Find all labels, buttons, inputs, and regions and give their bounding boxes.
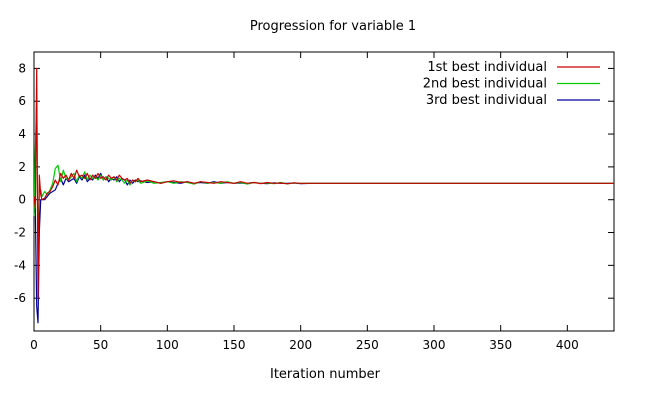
y-tick-label: 6 [18,94,26,108]
legend: 1st best individual 2nd best individual3r… [423,60,600,108]
y-tick-label: -2 [14,226,26,240]
y-tick-label: 2 [18,160,26,174]
legend-label: 1st best individual [427,60,547,75]
x-tick-label: 0 [30,338,38,352]
axes: 0 50 100 150 200 250 300 350 400 -6 -4 -2 0 2 4 6 8 [14,51,615,352]
x-tick-label: 300 [423,338,446,352]
chart-title: Progression for variable 1 [250,19,416,34]
x-tick-label: 50 [93,338,108,352]
x-tick-label: 200 [289,338,312,352]
series-line-3 [33,172,614,324]
x-tick-label: 400 [556,338,579,352]
x-tick-label: 150 [223,338,246,352]
x-axis-title: Iteration number [270,367,381,382]
legend-label: 2nd best individual [423,77,547,92]
y-tick-label: 8 [18,61,26,75]
series-lines [33,67,614,324]
series-line-1 [33,67,614,299]
y-tick-label: 4 [18,127,26,141]
y-tick-label: -4 [14,258,26,272]
x-tick-label: 250 [356,338,379,352]
legend-label: 3rd best individual [426,93,547,108]
y-tick-label: -6 [14,291,26,305]
x-tick-label: 100 [156,338,179,352]
y-tick-label: 0 [18,193,26,207]
series-line-2 [33,100,614,250]
x-tick-label: 350 [489,338,512,352]
